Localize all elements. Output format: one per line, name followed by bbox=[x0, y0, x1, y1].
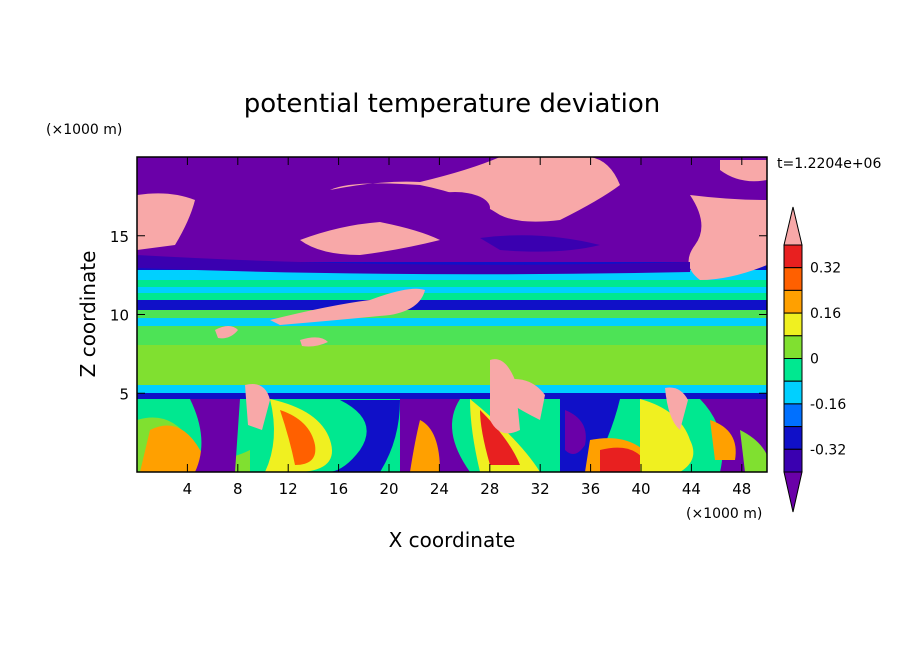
colorbar-segment bbox=[783, 426, 803, 450]
colorbar-label: -0.32 bbox=[810, 442, 846, 458]
colorbar-label: 0 bbox=[810, 352, 819, 368]
colorbar-segment bbox=[783, 267, 803, 291]
x-tick-label: 8 bbox=[233, 480, 243, 498]
colorbar-labels: 0.32 0.16 0 -0.16 -0.32 bbox=[810, 261, 846, 459]
y-tick-label: 15 bbox=[110, 228, 129, 246]
x-tick-label: 20 bbox=[379, 480, 398, 498]
colorbar-segment bbox=[783, 335, 803, 359]
colorbar-segment bbox=[783, 358, 803, 382]
x-tick-label: 4 bbox=[183, 480, 193, 498]
y-axis-ticks: 5 10 15 bbox=[110, 228, 767, 403]
x-unit-label: (×1000 m) bbox=[686, 506, 762, 522]
x-tick-label: 40 bbox=[631, 480, 650, 498]
x-tick-label: 12 bbox=[279, 480, 298, 498]
y-axis-label: Z coordinate bbox=[76, 251, 100, 378]
colorbar bbox=[783, 206, 803, 513]
x-tick-label: 28 bbox=[480, 480, 499, 498]
y-unit-label: (×1000 m) bbox=[46, 122, 122, 138]
colorbar-segment bbox=[783, 289, 803, 314]
x-tick-label: 24 bbox=[430, 480, 449, 498]
colorbar-segment bbox=[783, 448, 803, 473]
colorbar-label: -0.16 bbox=[810, 397, 846, 413]
colorbar-min-arrow bbox=[783, 471, 803, 513]
colorbar-segment bbox=[783, 403, 803, 428]
plot-field bbox=[137, 157, 767, 472]
colorbar-segment bbox=[783, 312, 803, 337]
colorbar-segment bbox=[783, 380, 803, 405]
time-label: t=1.2204e+06 bbox=[777, 156, 881, 172]
colorbar-max-arrow bbox=[783, 206, 803, 246]
chart-title: potential temperature deviation bbox=[244, 89, 660, 119]
x-axis-label: X coordinate bbox=[389, 528, 516, 552]
x-axis-ticks: 4 8 12 16 20 24 28 32 36 40 44 48 bbox=[183, 157, 751, 498]
x-tick-label: 48 bbox=[732, 480, 751, 498]
colorbar-label: 0.32 bbox=[810, 261, 841, 277]
x-tick-label: 36 bbox=[581, 480, 600, 498]
x-tick-label: 44 bbox=[682, 480, 701, 498]
colorbar-label: 0.16 bbox=[810, 306, 841, 322]
x-tick-label: 32 bbox=[531, 480, 550, 498]
x-tick-label: 16 bbox=[329, 480, 348, 498]
y-tick-label: 10 bbox=[110, 307, 129, 325]
colorbar-segment bbox=[783, 244, 803, 269]
y-tick-label: 5 bbox=[119, 385, 129, 403]
